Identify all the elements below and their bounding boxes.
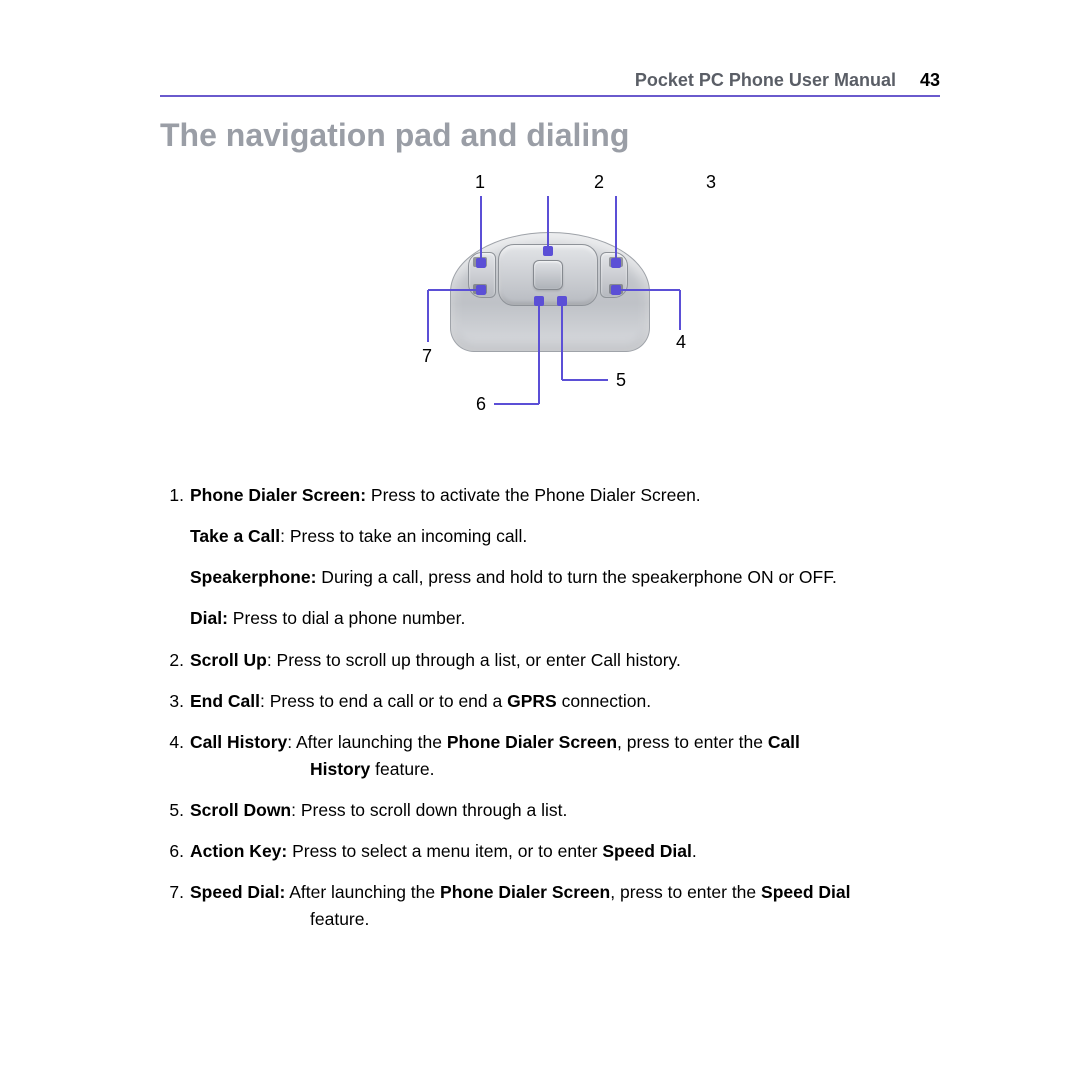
navigation-pad-diagram: 1 2 3 4 5 6 7 <box>360 172 740 432</box>
list-item: 3. End Call: Press to end a call or to e… <box>166 688 940 715</box>
list-item: 4. Call History: After launching the Pho… <box>166 729 940 783</box>
list-item: 6. Action Key: Press to select a menu it… <box>166 838 940 865</box>
marker-6 <box>534 296 544 306</box>
manual-page: Pocket PC Phone User Manual 43 The navig… <box>160 70 940 948</box>
item-text: Call History: After launching the Phone … <box>190 729 940 783</box>
description-list: 1. Phone Dialer Screen: Press to activat… <box>160 482 940 934</box>
marker-5 <box>557 296 567 306</box>
callout-1: 1 <box>475 172 485 193</box>
item-number: 4. <box>166 729 190 783</box>
item-number: 1. <box>166 482 190 633</box>
list-item: 1. Phone Dialer Screen: Press to activat… <box>166 482 940 633</box>
page-number: 43 <box>920 70 940 91</box>
page-header: Pocket PC Phone User Manual 43 <box>160 70 940 97</box>
marker-4 <box>611 285 621 295</box>
callout-5: 5 <box>616 370 626 391</box>
doc-title: Pocket PC Phone User Manual <box>635 70 896 91</box>
item-text: End Call: Press to end a call or to end … <box>190 688 940 715</box>
callout-4: 4 <box>676 332 686 353</box>
list-item: 5. Scroll Down: Press to scroll down thr… <box>166 797 940 824</box>
callout-3: 3 <box>706 172 716 193</box>
list-item: 7. Speed Dial: After launching the Phone… <box>166 879 940 933</box>
marker-3 <box>611 258 621 268</box>
item-text: Scroll Up: Press to scroll up through a … <box>190 647 940 674</box>
item-number: 3. <box>166 688 190 715</box>
diagram-container: 1 2 3 4 5 6 7 <box>160 172 940 432</box>
item-number: 2. <box>166 647 190 674</box>
center-button <box>533 260 563 290</box>
marker-7 <box>476 285 486 295</box>
item-text: Phone Dialer Screen: Press to activate t… <box>190 482 940 633</box>
item-text: Scroll Down: Press to scroll down throug… <box>190 797 940 824</box>
item-text: Speed Dial: After launching the Phone Di… <box>190 879 940 933</box>
section-heading: The navigation pad and dialing <box>160 117 940 154</box>
list-item: 2. Scroll Up: Press to scroll up through… <box>166 647 940 674</box>
callout-2: 2 <box>594 172 604 193</box>
marker-1 <box>476 258 486 268</box>
item-number: 7. <box>166 879 190 933</box>
marker-2 <box>543 246 553 256</box>
item-number: 6. <box>166 838 190 865</box>
callout-6: 6 <box>476 394 486 415</box>
callout-7: 7 <box>422 346 432 367</box>
item-number: 5. <box>166 797 190 824</box>
item-text: Action Key: Press to select a menu item,… <box>190 838 940 865</box>
